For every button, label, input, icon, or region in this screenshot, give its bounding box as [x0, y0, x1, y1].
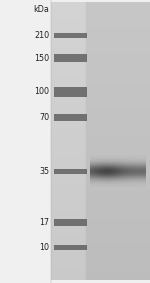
Bar	[54, 245, 87, 250]
Text: 70: 70	[39, 113, 50, 122]
Bar	[54, 33, 87, 38]
Bar	[54, 87, 87, 97]
Text: 17: 17	[39, 218, 50, 227]
Bar	[54, 114, 87, 121]
Bar	[0, 0, 51, 283]
Bar	[54, 218, 87, 226]
Text: 210: 210	[34, 31, 50, 40]
Text: 35: 35	[39, 167, 50, 176]
Text: 150: 150	[34, 53, 50, 63]
Bar	[54, 169, 87, 174]
Text: kDa: kDa	[34, 5, 50, 14]
Bar	[54, 54, 87, 62]
Text: 10: 10	[39, 243, 50, 252]
Text: 100: 100	[34, 87, 50, 97]
